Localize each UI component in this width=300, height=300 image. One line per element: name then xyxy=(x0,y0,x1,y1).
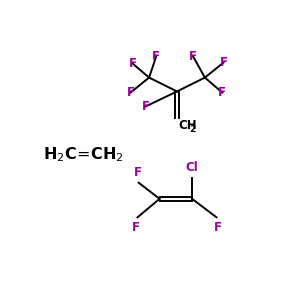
Text: H$_2$C$\!=\!$CH$_2$: H$_2$C$\!=\!$CH$_2$ xyxy=(43,146,124,164)
Text: F: F xyxy=(127,86,134,99)
Text: F: F xyxy=(142,100,150,113)
Text: F: F xyxy=(220,56,227,69)
Text: F: F xyxy=(218,86,226,99)
Text: 2: 2 xyxy=(189,125,196,134)
Text: CH: CH xyxy=(178,119,197,132)
Text: F: F xyxy=(152,50,160,63)
Text: F: F xyxy=(214,221,222,235)
Text: F: F xyxy=(129,57,137,70)
Text: F: F xyxy=(134,166,142,178)
Text: F: F xyxy=(189,50,197,63)
Text: F: F xyxy=(132,221,140,235)
Text: Cl: Cl xyxy=(186,161,199,174)
